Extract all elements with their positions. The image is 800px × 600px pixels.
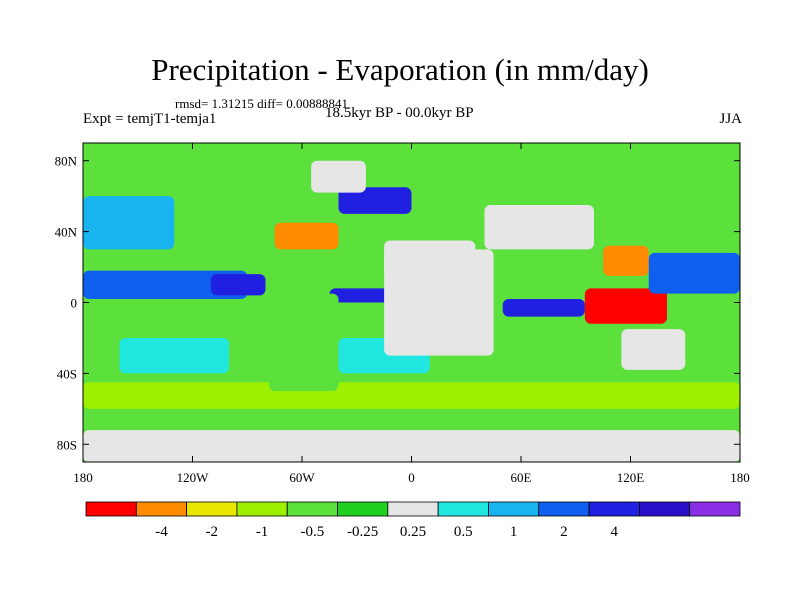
colorbar-swatch	[135, 501, 188, 517]
region-greenland-land	[311, 160, 366, 193]
map-title: Precipitation - Evaporation (in mm/day)	[151, 52, 649, 87]
region-asia-land	[484, 205, 594, 250]
region-australia-land	[621, 329, 686, 370]
colorbar-swatch	[337, 501, 389, 517]
colorbar-swatch	[689, 501, 741, 517]
lat-label: 40N	[55, 225, 78, 240]
colorbar-swatch	[488, 501, 540, 517]
region-sahara-land	[384, 240, 476, 276]
region-equatorial-indian-wet	[502, 298, 585, 317]
region-north-atlantic-blue	[338, 187, 412, 214]
region-antarctica-land	[83, 430, 740, 462]
colorbar-label: -1	[256, 524, 269, 540]
colorbar-swatch	[588, 501, 640, 517]
region-tropical-pacific-blue	[83, 270, 248, 299]
colorbar-label: 2	[560, 524, 568, 540]
lat-label: 80S	[57, 437, 77, 452]
stats-text: rmsd= 1.31215 diff= 0.00888841	[175, 96, 348, 111]
lon-label: 60E	[511, 470, 532, 485]
colorbar-swatch	[236, 501, 288, 517]
colorbar-label: 0.5	[454, 524, 473, 540]
colorbar-swatch	[286, 501, 338, 517]
region-arctic-band	[83, 146, 740, 179]
region-east-pacific-wet	[210, 274, 266, 296]
season-label: JJA	[719, 111, 742, 127]
lon-label: 120E	[617, 470, 645, 485]
lat-label: 0	[71, 296, 78, 311]
region-south-america-land	[269, 293, 339, 392]
region-equatorial-atlantic-wet	[329, 288, 394, 303]
region-south-pacific-cyan	[119, 337, 229, 374]
colorbar-label: -0.5	[301, 524, 325, 540]
region-southern-ocean-band	[83, 382, 740, 409]
colorbar-label: -2	[206, 524, 219, 540]
colorbar-label: -4	[155, 524, 168, 540]
period-label: 18.5kyr BP - 00.0kyr BP	[325, 105, 474, 121]
region-south-china-dry	[603, 245, 649, 276]
colorbar-swatch	[437, 501, 489, 517]
region-west-pacific-wet	[648, 252, 740, 294]
colorbar-label: -0.25	[347, 524, 378, 540]
lon-label: 0	[408, 470, 415, 485]
region-maritime-continent-dry	[584, 288, 667, 324]
experiment-label: Expt = temjT1-temja1	[83, 111, 217, 127]
colorbar-label: 0.25	[400, 524, 426, 540]
colorbar-label: 1	[510, 524, 518, 540]
lat-label: 40S	[57, 366, 77, 381]
region-north-pacific	[83, 196, 175, 250]
lon-label: 180	[730, 470, 750, 485]
colorbar-label: 4	[610, 524, 618, 540]
colorbar-swatch	[186, 501, 238, 517]
colorbar-swatch	[387, 501, 439, 517]
colorbar-swatch	[638, 501, 691, 517]
region-gulf-stream-dry	[274, 222, 339, 250]
colorbar-swatch	[85, 501, 137, 517]
colorbar-swatch	[538, 501, 590, 517]
lon-label: 60W	[289, 470, 315, 485]
lat-label: 80N	[55, 154, 78, 169]
lon-label: 120W	[177, 470, 210, 485]
lon-label: 180	[73, 470, 93, 485]
